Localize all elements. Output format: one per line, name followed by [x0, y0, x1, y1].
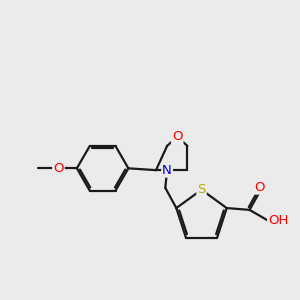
Text: N: N — [162, 164, 172, 177]
Text: OH: OH — [268, 214, 288, 227]
Text: O: O — [53, 162, 64, 175]
Text: S: S — [197, 183, 206, 196]
Text: O: O — [255, 181, 265, 194]
Text: O: O — [172, 130, 182, 143]
